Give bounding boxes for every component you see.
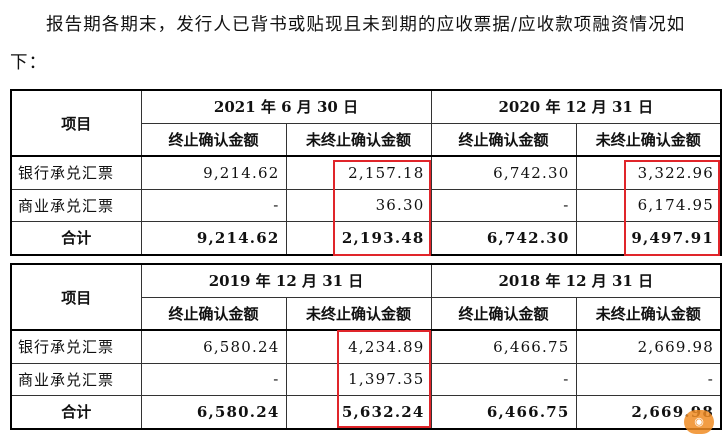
header-end: 终止确认金额 [430,122,577,157]
cell-value: 36.30 [285,188,432,222]
row-label: 合计 [10,395,142,430]
period-header: 2019 年 12 月 31 日 [140,263,432,298]
header-end: 终止确认金额 [140,122,287,157]
cell-value: - [430,362,577,396]
cell-value: 6,466.75 [430,395,577,430]
logo-badge-icon: ◉ [684,410,714,434]
header-notend: 未终止确认金额 [575,122,723,157]
cell-value: - [140,188,287,222]
header-notend: 未终止确认金额 [285,296,432,331]
cell-value: 6,174.95 [575,188,723,222]
table-row: 银行承兑汇票 6,580.24 4,234.89 6,466.75 2,669.… [10,329,723,364]
cell-value: 1,397.35 [285,362,432,396]
cell-value: 6,466.75 [430,329,577,364]
row-label: 银行承兑汇票 [10,329,142,364]
row-label: 合计 [10,221,142,256]
cell-value: 9,497.91 [575,221,723,256]
table-row-total: 合计 9,214.62 2,193.48 6,742.30 9,497.91 [10,221,723,256]
cell-value: 6,580.24 [140,329,287,364]
cell-value: 9,214.62 [140,221,287,256]
table-row-total: 合计 6,580.24 5,632.24 6,466.75 2,669.98 [10,395,723,430]
table-row: 银行承兑汇票 9,214.62 2,157.18 6,742.30 3,322.… [10,155,723,190]
header-end: 终止确认金额 [430,296,577,331]
period-header: 2021 年 6 月 30 日 [140,89,432,124]
cell-value: 2,157.18 [285,155,432,190]
cell-value: 6,742.30 [430,155,577,190]
cell-value: 5,632.24 [285,395,432,430]
period-header: 2020 年 12 月 31 日 [430,89,723,124]
row-label: 银行承兑汇票 [10,155,142,190]
header-end: 终止确认金额 [140,296,287,331]
row-label: 商业承兑汇票 [10,188,142,222]
cell-value: 3,322.96 [575,155,723,190]
cell-value: - [140,362,287,396]
cell-value: 6,742.30 [430,221,577,256]
period-header: 2018 年 12 月 31 日 [430,263,723,298]
receivables-table-2021-2020: 项目 2021 年 6 月 30 日 2020 年 12 月 31 日 终止确认… [10,89,723,256]
row-label: 商业承兑汇票 [10,362,142,396]
receivables-table-2019-2018: 项目 2019 年 12 月 31 日 2018 年 12 月 31 日 终止确… [10,263,723,430]
table-row: 商业承兑汇票 - 1,397.35 - - [10,362,723,396]
header-notend: 未终止确认金额 [285,122,432,157]
cell-value: 6,580.24 [140,395,287,430]
cell-value: 2,193.48 [285,221,432,256]
header-item: 项目 [10,263,142,331]
table-row: 商业承兑汇票 - 36.30 - 6,174.95 [10,188,723,222]
intro-paragraph: 报告期各期末，发行人已背书或贴现且未到期的应收票据/应收款项融资情况如下： [10,15,686,73]
header-notend: 未终止确认金额 [575,296,723,331]
cell-value: - [430,188,577,222]
cell-value: 9,214.62 [140,155,287,190]
cell-value: 2,669.98 [575,329,723,364]
cell-value: 4,234.89 [285,329,432,364]
header-item: 项目 [10,89,142,157]
cell-value: - [575,362,723,396]
